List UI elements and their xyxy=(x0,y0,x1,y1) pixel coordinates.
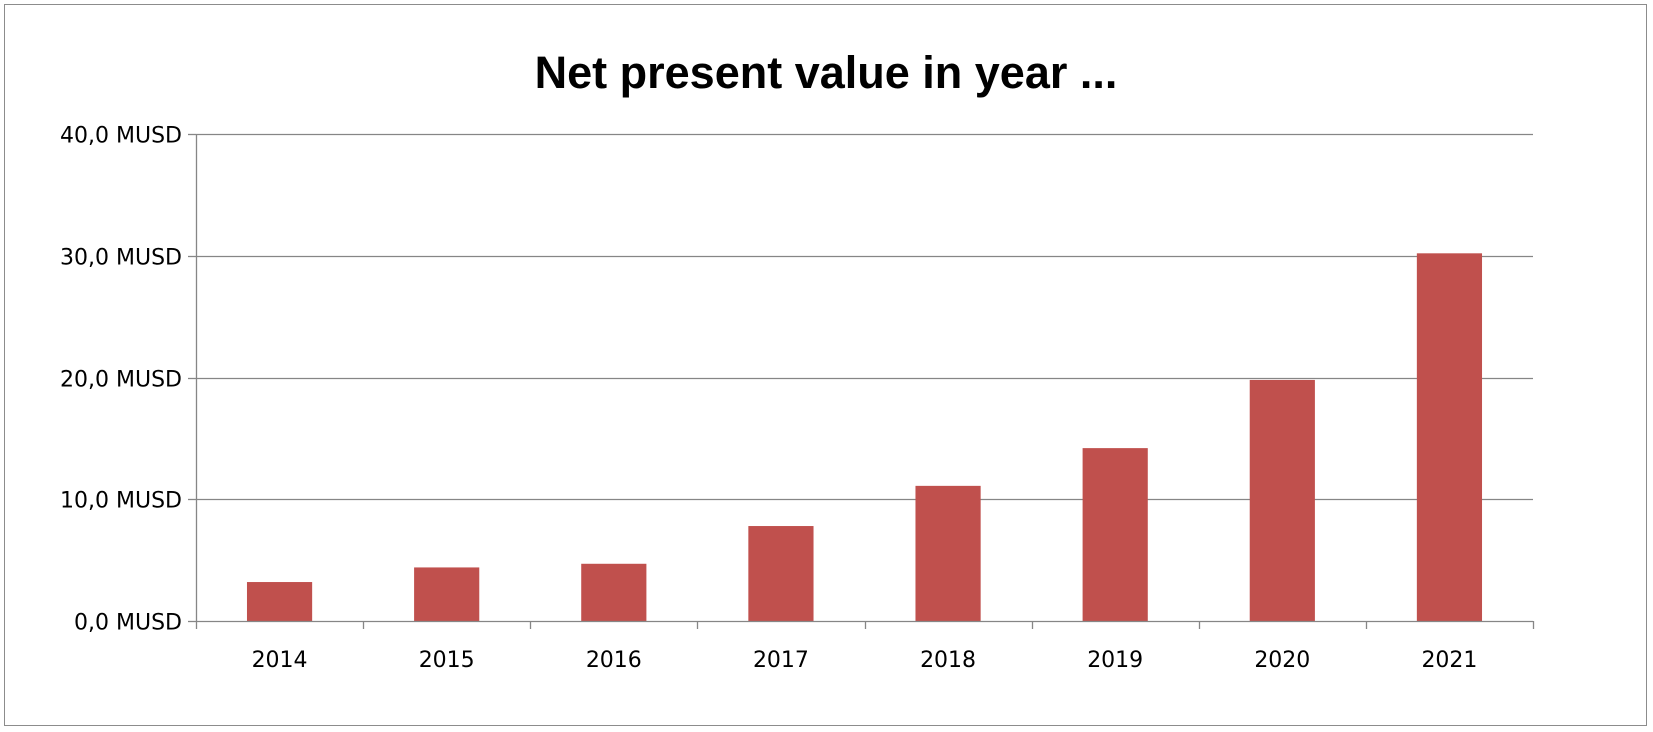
x-tick-label: 2016 xyxy=(586,648,642,673)
x-axis-tick-labels: 2014 2015 2016 2017 2018 2019 2020 2021 xyxy=(252,648,1478,673)
bar-2020 xyxy=(1249,379,1315,621)
bar-2016 xyxy=(581,563,647,621)
y-axis-tick-labels: 0,0 MUSD 10,0 MUSD 20,0 MUSD 30,0 MUSD 40,0 … xyxy=(60,124,182,636)
gridlines xyxy=(196,133,1533,501)
axes xyxy=(188,133,1535,629)
y-tick-label: 0,0 MUSD xyxy=(74,611,182,636)
x-tick-label: 2021 xyxy=(1421,648,1477,673)
x-tick-label: 2019 xyxy=(1087,648,1143,673)
bar-2021 xyxy=(1416,253,1483,621)
x-tick-label: 2020 xyxy=(1254,648,1310,673)
bar-2018 xyxy=(915,485,981,621)
chart-title: Net present value in year ... xyxy=(535,47,1118,98)
y-tick-label: 20,0 MUSD xyxy=(60,368,182,393)
x-tick-label: 2014 xyxy=(252,648,308,673)
x-tick-label: 2015 xyxy=(419,648,475,673)
bar-2015 xyxy=(414,567,480,621)
x-tick-label: 2018 xyxy=(920,648,976,673)
bar-2014 xyxy=(246,582,313,621)
bar-2017 xyxy=(748,526,814,621)
bar-2019 xyxy=(1082,448,1148,621)
x-tick-label: 2017 xyxy=(753,648,809,673)
y-tick-label: 40,0 MUSD xyxy=(60,124,182,149)
y-tick-label: 30,0 MUSD xyxy=(60,246,182,271)
y-tick-label: 10,0 MUSD xyxy=(60,489,182,514)
bars xyxy=(246,253,1483,621)
